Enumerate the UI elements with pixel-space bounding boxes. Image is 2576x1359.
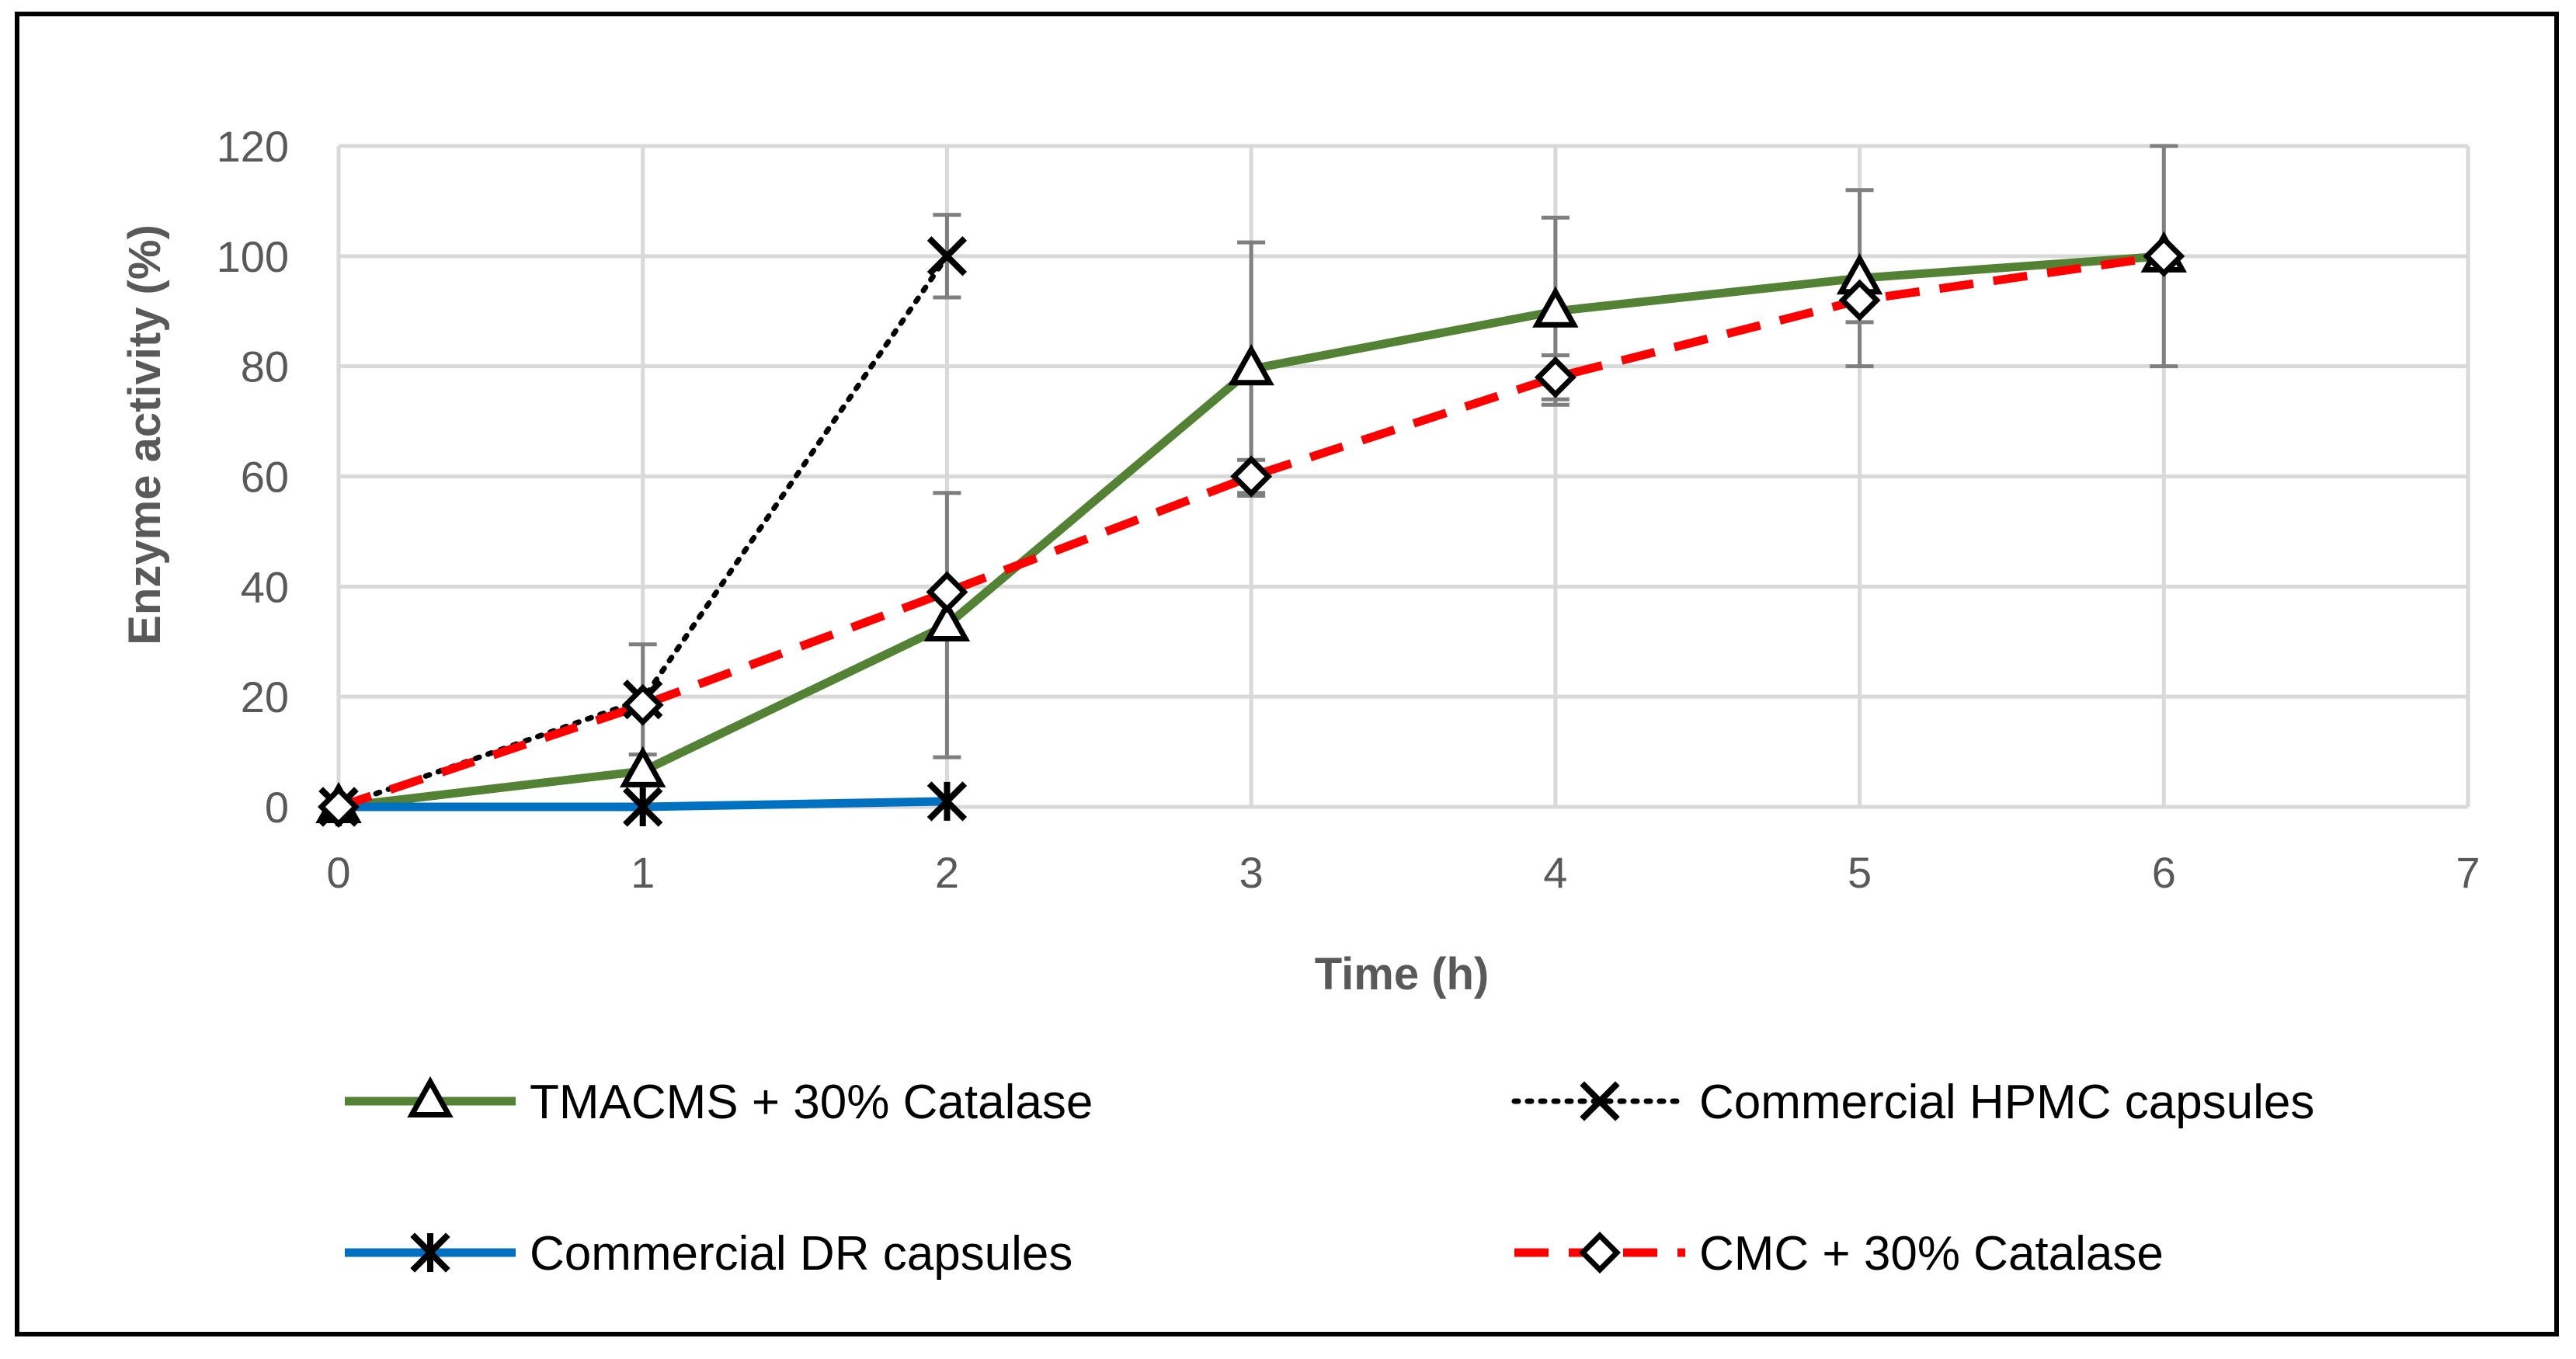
legend-marker-3 xyxy=(1579,1232,1621,1274)
data-point-3 xyxy=(621,683,664,726)
x-tick-label: 2 xyxy=(935,848,959,897)
data-point-2 xyxy=(926,781,968,822)
legend-label-3: CMC + 30% Catalase xyxy=(1699,1227,2164,1281)
data-point-2 xyxy=(623,787,663,827)
data-point-0 xyxy=(1532,286,1579,328)
x-tick-label: 7 xyxy=(2456,848,2480,897)
x-tick-label: 5 xyxy=(1848,848,1872,897)
y-tick-label: 40 xyxy=(241,562,289,611)
data-point-3 xyxy=(2143,235,2185,277)
y-tick-label: 80 xyxy=(241,342,289,391)
legend-label-2: Commercial DR capsules xyxy=(530,1227,1072,1281)
y-axis-title: Enzyme activity (%) xyxy=(120,224,170,645)
legend-marker-0 xyxy=(407,1076,454,1117)
data-point-3 xyxy=(1838,279,1881,322)
chart-frame xyxy=(15,12,2559,1336)
data-point-0 xyxy=(619,746,666,787)
data-point-0 xyxy=(1228,344,1274,386)
legend: TMACMS + 30% Catalase Commercial HPMC cap… xyxy=(345,1076,2314,1281)
data-point-3 xyxy=(1534,356,1577,398)
x-tick-label: 3 xyxy=(1239,848,1264,897)
x-tick-label: 0 xyxy=(326,848,350,897)
data-point-3 xyxy=(1230,455,1273,498)
legend-label-1: Commercial HPMC capsules xyxy=(1699,1076,2314,1129)
data-point-3 xyxy=(926,571,968,613)
legend-label-0: TMACMS + 30% Catalase xyxy=(530,1076,1093,1129)
legend-marker-1 xyxy=(1580,1081,1620,1121)
y-tick-label: 0 xyxy=(265,783,289,832)
series-markers xyxy=(315,231,2188,828)
x-tick-label: 4 xyxy=(1543,848,1567,897)
y-tick-label: 60 xyxy=(241,453,289,502)
x-tick-label: 1 xyxy=(631,848,655,897)
data-point-0 xyxy=(923,600,971,641)
legend-marker-2 xyxy=(410,1232,450,1273)
data-point-1 xyxy=(926,236,968,276)
tick-labels: 0 20 40 60 80 100 120 0 1 2 3 4 5 6 7 xyxy=(217,122,2480,897)
data-point-3 xyxy=(318,786,360,828)
y-tick-label: 120 xyxy=(217,122,289,171)
x-tick-label: 6 xyxy=(2152,848,2176,897)
x-axis-title: Time (h) xyxy=(1315,949,1490,999)
y-tick-label: 100 xyxy=(217,232,289,281)
y-tick-label: 20 xyxy=(241,673,289,721)
